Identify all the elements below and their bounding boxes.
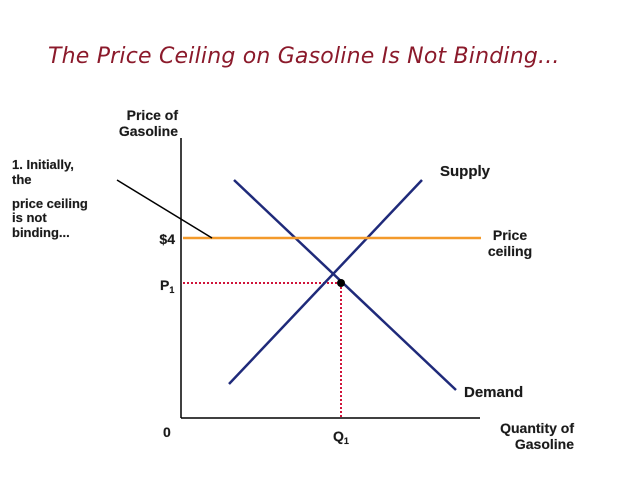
equilibrium-point xyxy=(337,279,345,287)
eq-qty-main: Q xyxy=(333,428,344,444)
price-ceiling-label-line1: Price xyxy=(493,227,527,243)
origin-label: 0 xyxy=(163,424,171,440)
eq-qty-sub: 1 xyxy=(344,436,349,446)
x-axis-label-line2: Gasoline xyxy=(515,436,574,452)
annotation-line5: binding... xyxy=(12,225,70,240)
slide-title: The Price Ceiling on Gasoline Is Not Bin… xyxy=(48,44,560,69)
y-axis-label-line1: Price of xyxy=(127,107,179,123)
price-ceiling-label-line2: ceiling xyxy=(488,243,532,259)
annotation-line1: 1. Initially, xyxy=(12,157,74,172)
eq-price-main: P xyxy=(160,277,169,293)
annotation-line3: price ceiling xyxy=(12,196,88,211)
demand-label: Demand xyxy=(464,384,523,401)
y-axis-label-line2: Gasoline xyxy=(119,123,178,139)
ceiling-price-label: $4 xyxy=(159,231,175,247)
annotation-line2: the xyxy=(12,172,32,187)
eq-qty-label: Q1 xyxy=(333,428,349,446)
eq-price-label: P1 xyxy=(160,277,174,295)
supply-label: Supply xyxy=(440,163,491,180)
eq-price-sub: 1 xyxy=(169,285,174,295)
demand-curve xyxy=(233,179,457,391)
annotation-pointer xyxy=(116,179,213,239)
annotation-line4: is not xyxy=(12,210,47,225)
x-axis-label-line1: Quantity of xyxy=(500,420,574,436)
supply-curve xyxy=(228,179,423,385)
